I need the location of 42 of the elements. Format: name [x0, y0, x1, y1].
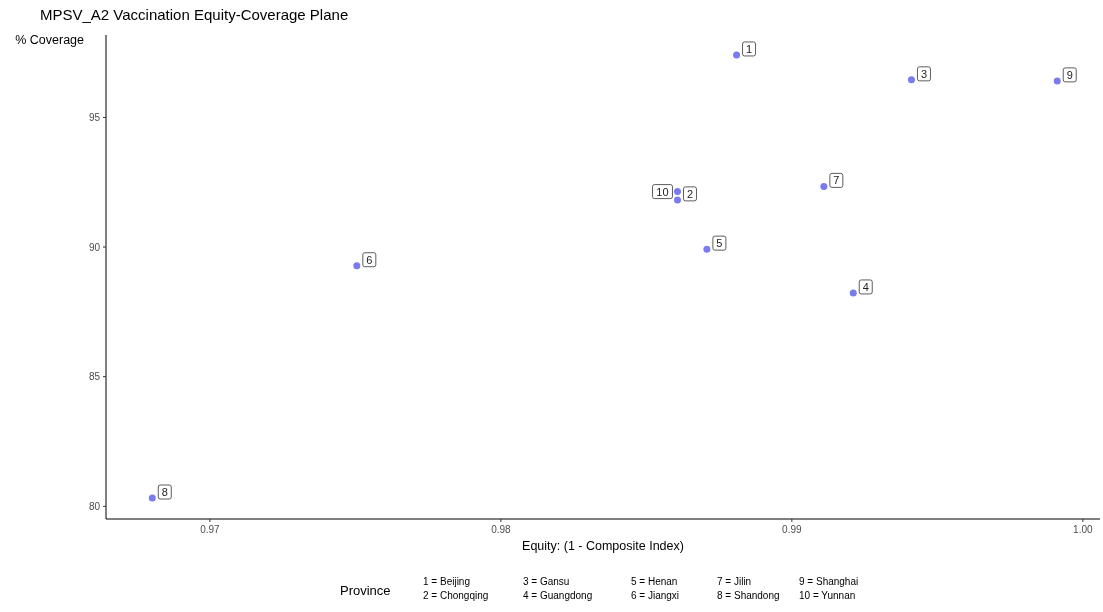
x-axis-title: Equity: (1 - Composite Index) — [522, 539, 684, 553]
point — [673, 188, 681, 196]
annotation: 9 — [1066, 68, 1073, 81]
point — [703, 245, 711, 253]
x-tick-label: 1.00 — [1073, 524, 1093, 535]
annotation: 2 — [686, 187, 694, 200]
legend-title: Province — [340, 583, 391, 598]
text: 2 = Chongqing — [423, 590, 489, 601]
chart-title: MPSV_A2 Vaccination Equity-Coverage Plane — [40, 6, 349, 23]
point — [820, 182, 828, 190]
text: 10 = Yunnan — [799, 590, 856, 601]
text: 9 = Shanghai — [799, 576, 859, 587]
y-tick-label: 80 — [88, 500, 101, 512]
text: 1 = Beijing — [423, 576, 470, 587]
point — [733, 51, 741, 59]
y-tick-label: 95 — [88, 111, 101, 123]
y-tick-label: 90 — [88, 241, 101, 253]
annotation: 3 — [920, 67, 928, 80]
x-tick-label: 0.99 — [782, 524, 803, 535]
point — [849, 289, 857, 297]
point — [353, 262, 361, 270]
text: 8 = Shandong — [717, 590, 780, 601]
text: 4 = Guangdong — [523, 590, 593, 601]
text: 7 = Jilin — [717, 576, 752, 587]
y-tick-label: 85 — [88, 371, 101, 383]
annotation: 6 — [366, 253, 373, 266]
annotation: 4 — [862, 280, 869, 293]
y-axis-title: % Coverage — [15, 33, 85, 47]
text: 5 = Henan — [631, 576, 678, 587]
annotation: 7 — [833, 174, 840, 187]
annotation: 8 — [161, 486, 168, 498]
x-tick-label: 0.97 — [200, 524, 221, 535]
point — [673, 196, 681, 204]
annotation: 10 — [656, 185, 669, 198]
x-tick-label: 0.98 — [491, 524, 512, 535]
point — [148, 494, 156, 502]
text: 6 = Jiangxi — [631, 590, 680, 601]
point — [907, 76, 915, 84]
annotation: 1 — [746, 42, 753, 55]
point — [1053, 77, 1061, 85]
annotation: 5 — [716, 237, 723, 250]
text: 3 = Gansu — [523, 576, 570, 587]
